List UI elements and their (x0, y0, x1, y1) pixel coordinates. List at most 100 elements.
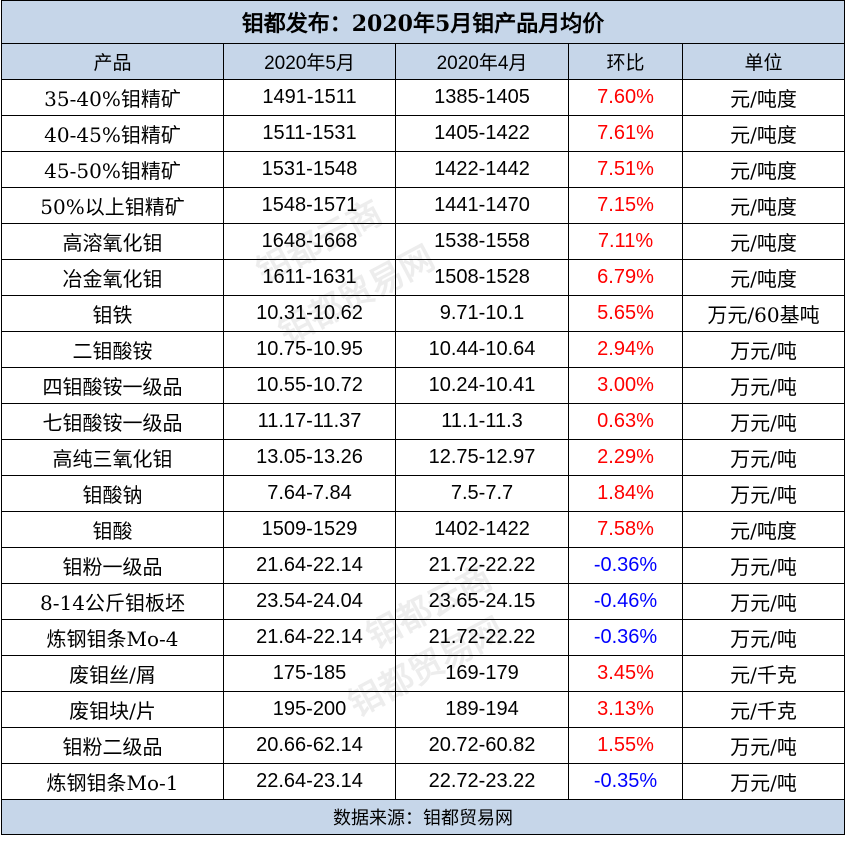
header-change: 环比 (568, 43, 683, 80)
april-price-cell: 1508-1528 (395, 259, 569, 296)
unit-cell: 元/千克 (681, 655, 845, 692)
header-unit: 单位 (681, 43, 845, 80)
april-price-cell: 11.1-11.3 (395, 403, 569, 440)
table-row: 高纯三氧化钼 13.05-13.26 12.75-12.97 2.29% 万元/吨 (1, 439, 845, 476)
unit-cell: 万元/吨 (681, 403, 845, 440)
unit-cell: 元/吨度 (681, 511, 845, 548)
product-name-cell: 钼粉二级品 (1, 727, 224, 764)
table-row: 8-14公斤钼板坯 23.54-24.04 23.65-24.15 -0.46% 万元/… (1, 583, 845, 620)
change-cell: 0.63% (568, 403, 683, 440)
unit-cell: 元/吨度 (681, 79, 845, 116)
april-price-cell: 189-194 (395, 691, 569, 728)
product-name-cell: 45-50%钼精矿 (1, 151, 224, 188)
change-cell: 5.65% (568, 295, 683, 332)
header-may: 2020年5月 (223, 43, 396, 80)
footer-row: 数据来源：钼都贸易网 (0, 799, 845, 835)
may-price-cell: 1509-1529 (223, 511, 396, 548)
change-cell: -0.36% (568, 547, 683, 584)
change-cell: 3.00% (568, 367, 683, 404)
april-price-cell: 20.72-60.82 (395, 727, 569, 764)
change-cell: 2.94% (568, 331, 683, 368)
product-name-cell: 钼铁 (1, 295, 224, 332)
may-price-cell: 1548-1571 (223, 187, 396, 224)
may-price-cell: 1611-1631 (223, 259, 396, 296)
april-price-cell: 1385-1405 (395, 79, 569, 116)
table-row: 35-40%钼精矿 1491-1511 1385-1405 7.60% 元/吨度 (1, 79, 845, 116)
may-price-cell: 10.55-10.72 (223, 367, 396, 404)
product-name-cell: 四钼酸铵一级品 (1, 367, 224, 404)
table-row: 四钼酸铵一级品 10.55-10.72 10.24-10.41 3.00% 万元/吨 (1, 367, 845, 404)
product-name-cell: 钼酸 (1, 511, 224, 548)
change-cell: 3.13% (568, 691, 683, 728)
table-row: 高溶氧化钼 1648-1668 1538-1558 7.11% 元/吨度 (1, 223, 845, 260)
may-price-cell: 11.17-11.37 (223, 403, 396, 440)
may-price-cell: 175-185 (223, 655, 396, 692)
unit-cell: 元/吨度 (681, 223, 845, 260)
table-row: 七钼酸铵一级品 11.17-11.37 11.1-11.3 0.63% 万元/吨 (1, 403, 845, 440)
product-name-cell: 钼粉一级品 (1, 547, 224, 584)
may-price-cell: 1648-1668 (223, 223, 396, 260)
change-cell: -0.46% (568, 583, 683, 620)
change-cell: 7.60% (568, 79, 683, 116)
may-price-cell: 22.64-23.14 (223, 763, 396, 800)
april-price-cell: 21.72-22.22 (395, 547, 569, 584)
table-row: 钼酸钠 7.64-7.84 7.5-7.7 1.84% 万元/吨 (1, 475, 845, 512)
may-price-cell: 1531-1548 (223, 151, 396, 188)
product-name-cell: 冶金氧化钼 (1, 259, 224, 296)
unit-cell: 元/吨度 (681, 259, 845, 296)
change-cell: 1.84% (568, 475, 683, 512)
product-name-cell: 高溶氧化钼 (1, 223, 224, 260)
unit-cell: 万元/吨 (681, 547, 845, 584)
april-price-cell: 9.71-10.1 (395, 295, 569, 332)
table-row: 炼钢钼条Mo-1 22.64-23.14 22.72-23.22 -0.35% 万元/吨 (1, 763, 845, 800)
change-cell: 7.51% (568, 151, 683, 188)
may-price-cell: 13.05-13.26 (223, 439, 396, 476)
april-price-cell: 12.75-12.97 (395, 439, 569, 476)
may-price-cell: 7.64-7.84 (223, 475, 396, 512)
change-cell: 1.55% (568, 727, 683, 764)
table-row: 二钼酸铵 10.75-10.95 10.44-10.64 2.94% 万元/吨 (1, 331, 845, 368)
april-price-cell: 1538-1558 (395, 223, 569, 260)
unit-cell: 元/吨度 (681, 187, 845, 224)
change-cell: 7.61% (568, 115, 683, 152)
april-price-cell: 1441-1470 (395, 187, 569, 224)
unit-cell: 元/吨度 (681, 115, 845, 152)
may-price-cell: 1511-1531 (223, 115, 396, 152)
change-cell: 6.79% (568, 259, 683, 296)
april-price-cell: 10.44-10.64 (395, 331, 569, 368)
product-name-cell: 40-45%钼精矿 (1, 115, 224, 152)
header-april: 2020年4月 (395, 43, 569, 80)
change-cell: 3.45% (568, 655, 683, 692)
may-price-cell: 10.31-10.62 (223, 295, 396, 332)
table-row: 废钼块/片 195-200 189-194 3.13% 元/千克 (1, 691, 845, 728)
product-name-cell: 高纯三氧化钼 (1, 439, 224, 476)
april-price-cell: 21.72-22.22 (395, 619, 569, 656)
april-price-cell: 10.24-10.41 (395, 367, 569, 404)
product-name-cell: 8-14公斤钼板坯 (1, 583, 224, 620)
product-name-cell: 50%以上钼精矿 (1, 187, 224, 224)
unit-cell: 万元/吨 (681, 367, 845, 404)
data-source-note: 数据来源：钼都贸易网 (0, 799, 845, 835)
product-name-cell: 炼钢钼条Mo-4 (1, 619, 224, 656)
april-price-cell: 1405-1422 (395, 115, 569, 152)
may-price-cell: 10.75-10.95 (223, 331, 396, 368)
april-price-cell: 1422-1442 (395, 151, 569, 188)
table-row: 钼酸 1509-1529 1402-1422 7.58% 元/吨度 (1, 511, 845, 548)
table-row: 钼粉一级品 21.64-22.14 21.72-22.22 -0.36% 万元/吨 (1, 547, 845, 584)
april-price-cell: 23.65-24.15 (395, 583, 569, 620)
product-name-cell: 七钼酸铵一级品 (1, 403, 224, 440)
may-price-cell: 21.64-22.14 (223, 619, 396, 656)
april-price-cell: 1402-1422 (395, 511, 569, 548)
may-price-cell: 195-200 (223, 691, 396, 728)
change-cell: 7.11% (568, 223, 683, 260)
unit-cell: 万元/吨 (681, 331, 845, 368)
april-price-cell: 169-179 (395, 655, 569, 692)
header-row: 产品 2020年5月 2020年4月 环比 单位 (1, 43, 845, 80)
table-row: 钼铁 10.31-10.62 9.71-10.1 5.65% 万元/60基吨 (1, 295, 845, 332)
unit-cell: 万元/吨 (681, 619, 845, 656)
may-price-cell: 23.54-24.04 (223, 583, 396, 620)
table-title: 钼都发布：2020年5月钼产品月均价 (0, 0, 845, 44)
change-cell: 7.58% (568, 511, 683, 548)
table-row: 钼粉二级品 20.66-62.14 20.72-60.82 1.55% 万元/吨 (1, 727, 845, 764)
